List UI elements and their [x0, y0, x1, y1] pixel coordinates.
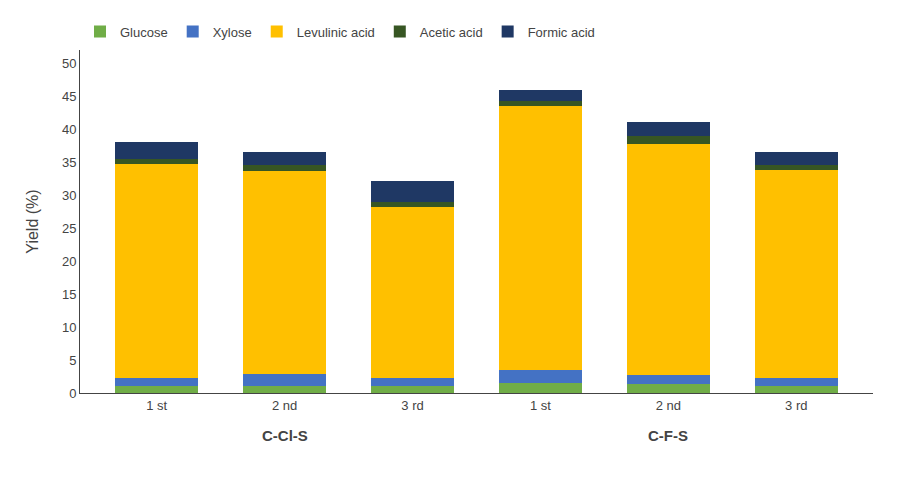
svg-text:50: 50: [62, 56, 76, 71]
svg-text:30: 30: [62, 188, 76, 203]
svg-text:10: 10: [62, 320, 76, 335]
svg-text:Xylose: Xylose: [213, 25, 252, 40]
svg-text:5: 5: [69, 353, 76, 368]
svg-text:Yield (%): Yield (%): [24, 189, 41, 253]
svg-text:1 st: 1 st: [530, 398, 551, 413]
svg-text:Levulinic acid: Levulinic acid: [297, 25, 375, 40]
svg-text:0: 0: [69, 386, 76, 401]
svg-text:3 rd: 3 rd: [785, 398, 807, 413]
svg-text:35: 35: [62, 155, 76, 170]
svg-text:1 st: 1 st: [146, 398, 167, 413]
svg-text:Acetic acid: Acetic acid: [420, 25, 483, 40]
svg-text:Glucose: Glucose: [120, 25, 168, 40]
svg-text:40: 40: [62, 122, 76, 137]
svg-text:C-F-S: C-F-S: [648, 427, 688, 444]
svg-text:25: 25: [62, 221, 76, 236]
svg-text:20: 20: [62, 254, 76, 269]
svg-text:Formic acid: Formic acid: [528, 25, 595, 40]
svg-text:2 nd: 2 nd: [272, 398, 297, 413]
svg-text:45: 45: [62, 89, 76, 104]
svg-text:15: 15: [62, 287, 76, 302]
svg-text:3 rd: 3 rd: [401, 398, 423, 413]
svg-text:C-Cl-S: C-Cl-S: [262, 427, 308, 444]
svg-text:2 nd: 2 nd: [656, 398, 681, 413]
